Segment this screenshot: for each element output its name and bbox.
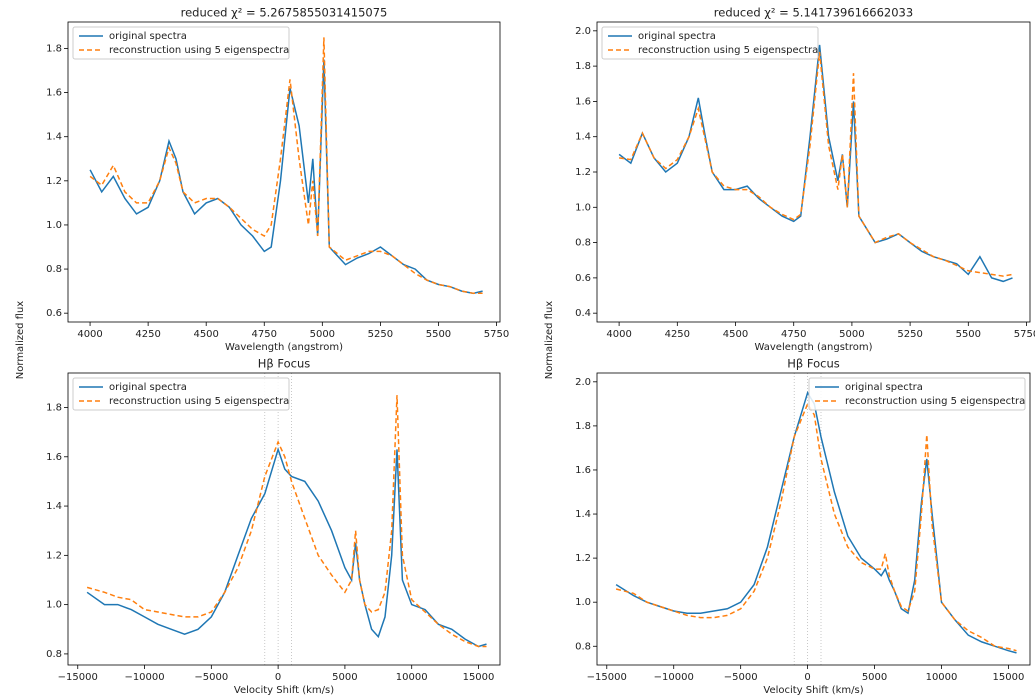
- chart-title: Hβ Focus: [258, 357, 311, 371]
- axes-frame: [596, 21, 1031, 323]
- x-tick-label: 4750: [781, 329, 806, 340]
- legend-label: reconstruction using 5 eigenspectra: [638, 45, 818, 56]
- x-tick-label: 5500: [426, 329, 451, 340]
- spectrum-line: [618, 51, 1013, 277]
- y-tick-label: 1.4: [575, 509, 591, 520]
- legend-box: [72, 26, 290, 60]
- y-tick-label: 1.6: [575, 96, 591, 107]
- y-tick-label: 1.2: [575, 553, 591, 564]
- axes-frame: [596, 372, 1031, 666]
- legend-label: reconstruction using 5 eigenspectra: [109, 45, 289, 56]
- x-tick-label: 10000: [926, 672, 958, 683]
- x-tick-label: 4500: [723, 329, 748, 340]
- x-tick-label: 15000: [993, 672, 1025, 683]
- legend-label: original spectra: [109, 382, 187, 393]
- y-tick-label: 1.6: [575, 465, 591, 476]
- y-tick-label: 0.6: [46, 308, 62, 319]
- x-tick-label: 5250: [368, 329, 393, 340]
- spectrum-line: [86, 395, 487, 648]
- x-tick-label: 5000: [310, 329, 335, 340]
- y-tick-label: 0.8: [575, 238, 591, 249]
- y-tick-label: 1.4: [46, 501, 62, 512]
- x-tick-label: 5000: [332, 672, 357, 683]
- y-tick-label: 1.0: [575, 202, 591, 213]
- spectrum-line: [618, 44, 1013, 283]
- y-tick-label: 1.8: [575, 61, 591, 72]
- x-tick-label: 4500: [193, 329, 218, 340]
- x-tick-label: 10000: [396, 672, 428, 683]
- y-tick-label: 1.4: [46, 132, 62, 143]
- y-tick-label: 1.4: [575, 132, 591, 143]
- x-tick-label: −15000: [587, 672, 627, 683]
- axes-frame: [67, 372, 501, 666]
- spectrum-line: [615, 390, 1017, 654]
- y-tick-label: 0.4: [575, 308, 591, 319]
- spectrum-line: [89, 59, 483, 295]
- x-axis-label: Velocity Shift (km/s): [763, 685, 863, 696]
- x-tick-label: 5000: [839, 329, 864, 340]
- x-tick-label: 15000: [463, 672, 495, 683]
- legend-label: original spectra: [845, 382, 923, 393]
- y-tick-label: 1.2: [46, 176, 62, 187]
- x-tick-label: 5000: [862, 672, 887, 683]
- x-tick-label: 5500: [956, 329, 981, 340]
- y-tick-label: 1.8: [46, 402, 62, 413]
- x-tick-label: 5750: [1014, 329, 1035, 340]
- x-tick-label: 5750: [484, 329, 509, 340]
- legend-label: reconstruction using 5 eigenspectra: [109, 396, 289, 407]
- y-tick-label: 1.6: [46, 452, 62, 463]
- spectrum-line: [615, 402, 1017, 652]
- y-axis-label: Normalized flux: [544, 301, 555, 380]
- axes-frame: [67, 21, 501, 323]
- y-tick-label: 1.6: [46, 88, 62, 99]
- legend-box: [601, 26, 819, 60]
- legend-box: [808, 377, 1026, 411]
- y-tick-label: 1.0: [46, 220, 62, 231]
- y-tick-label: 0.8: [46, 264, 62, 275]
- spectrum-line: [89, 37, 483, 295]
- legend-label: reconstruction using 5 eigenspectra: [845, 396, 1025, 407]
- y-tick-label: 2.0: [575, 26, 591, 37]
- x-tick-label: 4250: [665, 329, 690, 340]
- x-tick-label: −5000: [194, 672, 228, 683]
- x-tick-label: 4750: [252, 329, 277, 340]
- y-tick-label: 2.0: [575, 377, 591, 388]
- x-tick-label: −10000: [654, 672, 694, 683]
- x-tick-label: −15000: [58, 672, 98, 683]
- y-tick-label: 0.6: [575, 273, 591, 284]
- x-tick-label: 5250: [897, 329, 922, 340]
- x-tick-label: 0: [804, 672, 810, 683]
- x-tick-label: 0: [275, 672, 281, 683]
- y-tick-label: 1.8: [575, 421, 591, 432]
- y-tick-label: 1.0: [575, 597, 591, 608]
- legend-label: original spectra: [638, 31, 716, 42]
- spectrum-line: [86, 446, 487, 648]
- y-tick-label: 1.0: [46, 600, 62, 611]
- y-tick-label: 0.8: [46, 649, 62, 660]
- chart-title: Hβ Focus: [787, 357, 840, 371]
- x-tick-label: −10000: [124, 672, 164, 683]
- x-axis-label: Wavelength (angstrom): [755, 342, 873, 353]
- x-tick-label: 4000: [77, 329, 102, 340]
- y-tick-label: 1.2: [575, 167, 591, 178]
- x-tick-label: −5000: [724, 672, 758, 683]
- x-tick-label: 4000: [606, 329, 631, 340]
- legend-box: [72, 377, 290, 411]
- x-axis-label: Velocity Shift (km/s): [234, 685, 334, 696]
- legend-label: original spectra: [109, 31, 187, 42]
- x-axis-label: Wavelength (angstrom): [225, 342, 343, 353]
- y-tick-label: 1.2: [46, 550, 62, 561]
- chart-title: reduced χ² = 5.141739616662033: [714, 6, 913, 20]
- x-tick-label: 4250: [135, 329, 160, 340]
- y-tick-label: 0.8: [575, 641, 591, 652]
- y-axis-label: Normalized flux: [15, 301, 26, 380]
- y-tick-label: 1.8: [46, 43, 62, 54]
- chart-title: reduced χ² = 5.2675855031415075: [181, 6, 388, 20]
